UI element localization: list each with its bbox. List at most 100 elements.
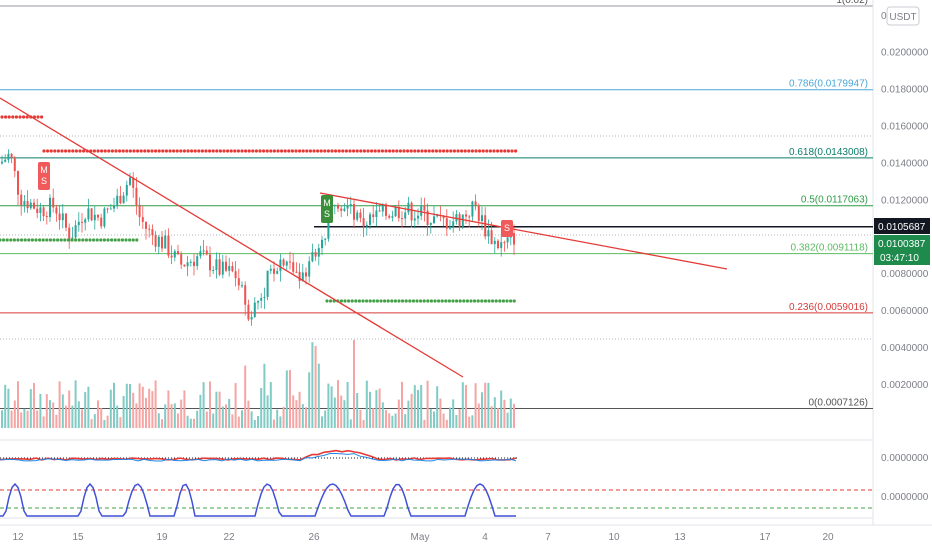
level-dot — [487, 299, 491, 303]
volume-bar — [410, 393, 413, 428]
candle-body — [58, 213, 61, 221]
osc-tick-label: 0.0000000 — [881, 453, 929, 464]
candle-body — [285, 261, 288, 266]
level-dot — [56, 149, 61, 153]
macd-line — [0, 453, 517, 462]
level-dot — [135, 238, 139, 242]
y-tick-label: 0.0200000 — [881, 48, 929, 59]
candle-body — [292, 262, 295, 272]
level-dot — [354, 299, 358, 303]
level-dot — [132, 149, 136, 153]
level-dot — [164, 149, 168, 153]
candle-body — [484, 215, 487, 237]
candle-body — [442, 216, 445, 219]
volume-bar — [279, 416, 282, 428]
candle-body — [279, 259, 282, 272]
fib-level-label: 0.236(0.0059016) — [789, 302, 868, 313]
volume-bar — [356, 393, 359, 428]
x-tick-label: 19 — [156, 532, 168, 543]
level-dot — [229, 149, 233, 153]
candle-body — [282, 259, 285, 266]
level-dot — [326, 149, 330, 153]
volume-bar — [1, 410, 3, 428]
level-dot — [186, 149, 190, 153]
level-dot — [100, 149, 104, 153]
fib-level-label: 0.382(0.0091118) — [791, 243, 868, 254]
candle-body — [215, 259, 218, 270]
volume-bar — [497, 408, 499, 428]
level-dot — [467, 149, 471, 153]
volume-bar — [221, 406, 224, 428]
volume-bar — [493, 397, 496, 428]
time-axis[interactable]: 12 15 19 22 26 May 4 7 10 13 17 20 — [12, 532, 834, 543]
currency-badge[interactable]: USDT — [886, 6, 920, 26]
candle-body — [29, 202, 32, 209]
level-dot — [401, 299, 405, 303]
candle-body — [273, 268, 275, 274]
volume-bar — [125, 383, 128, 428]
level-dot — [99, 238, 103, 242]
level-dot — [424, 149, 428, 153]
candle-body — [138, 204, 141, 218]
level-dot — [395, 149, 399, 153]
volume-bar — [17, 381, 19, 428]
price-axis[interactable]: 0.0200000 0.0180000 0.0160000 0.0140000 0.01… — [881, 11, 929, 503]
y-tick-label: 0.0180000 — [881, 85, 929, 96]
level-dot — [276, 149, 280, 153]
volume-bar — [244, 365, 247, 428]
candle-body — [493, 240, 496, 245]
level-dot — [20, 238, 24, 242]
level-dot — [139, 149, 143, 153]
volume-bar — [407, 400, 410, 428]
candle-body — [436, 215, 439, 217]
volume-bar — [372, 408, 375, 428]
level-dot — [107, 149, 111, 153]
candle-body — [308, 261, 311, 277]
level-dot — [370, 149, 374, 153]
candle-body — [503, 242, 506, 244]
volume-bar — [359, 410, 362, 428]
candle-body — [257, 300, 259, 303]
level-dot — [125, 149, 129, 153]
y-tick-label: 0.0060000 — [881, 306, 929, 317]
ms-marker — [321, 195, 333, 223]
level-dot — [41, 238, 45, 242]
candle-body — [81, 221, 83, 223]
x-tick-label: 4 — [482, 532, 488, 543]
candle-body — [173, 251, 176, 258]
level-dot — [262, 149, 266, 153]
level-dot — [23, 238, 27, 242]
level-dot — [157, 149, 161, 153]
volume-bar — [308, 372, 311, 428]
candle-body — [119, 195, 122, 204]
candle-body — [77, 221, 80, 226]
volume-bar — [202, 382, 205, 428]
volume-bar — [471, 415, 474, 428]
level-dot — [46, 149, 50, 153]
candle-body — [477, 205, 480, 221]
level-dot — [67, 149, 71, 153]
level-dot — [402, 149, 406, 153]
volume-bar — [292, 395, 295, 428]
level-dot — [312, 149, 316, 153]
level-dot — [434, 149, 438, 153]
level-dot — [82, 149, 86, 153]
macd-signal-line — [0, 449, 517, 461]
level-dot — [355, 149, 359, 153]
volume-bar — [282, 406, 285, 428]
candle-body — [42, 207, 45, 217]
level-dot — [218, 149, 222, 153]
volume-bar — [513, 403, 515, 428]
level-dot — [411, 299, 415, 303]
candle-body — [125, 184, 128, 196]
level-dot — [347, 299, 351, 303]
candle-body — [481, 215, 483, 221]
y-tick-label: 0.0080000 — [881, 269, 929, 280]
candle-body — [487, 230, 490, 237]
candle-body — [372, 214, 375, 218]
level-dot — [398, 149, 402, 153]
volume-bar — [487, 382, 490, 428]
candle-body — [375, 210, 378, 218]
level-dot — [92, 149, 96, 153]
